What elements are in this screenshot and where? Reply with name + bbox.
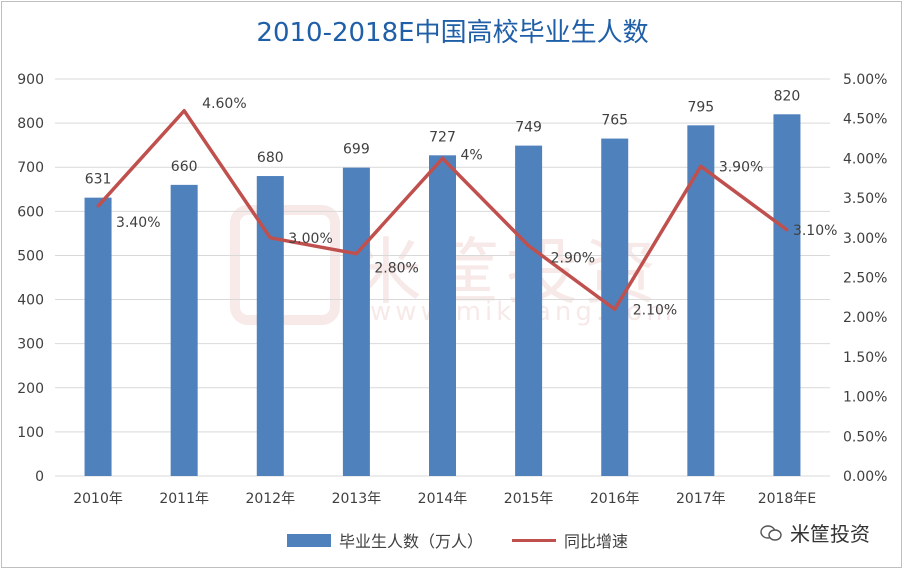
legend-line-label: 同比增速	[564, 532, 629, 551]
growth-point	[699, 164, 703, 168]
bar-value-label: 631	[85, 172, 112, 188]
x-tick-label: 2015年	[504, 491, 554, 507]
growth-value-label: 2.90%	[551, 251, 595, 267]
y-left-tick-label: 300	[17, 337, 44, 353]
y-right-tick-label: 4.00%	[843, 151, 887, 167]
y-right-tick-label: 4.50%	[843, 112, 887, 128]
x-tick-label: 2017年	[676, 491, 726, 507]
bar	[342, 167, 370, 476]
y-right-tick-label: 1.00%	[843, 390, 887, 406]
growth-value-label: 3.40%	[116, 215, 160, 231]
x-tick-label: 2013年	[332, 491, 382, 507]
growth-point	[785, 228, 789, 232]
chart-title: 2010-2018E中国高校毕业生人数	[256, 18, 649, 48]
growth-value-label: 4.60%	[202, 96, 246, 112]
bar-value-label: 749	[515, 120, 542, 136]
growth-value-label: 2.10%	[633, 302, 677, 318]
y-left-tick-label: 900	[17, 72, 44, 88]
growth-point	[268, 236, 272, 240]
y-right-tick-label: 1.50%	[843, 350, 887, 366]
y-left-tick-label: 100	[17, 425, 44, 441]
legend-bar-label: 毕业生人数（万人）	[339, 532, 484, 551]
bar-value-label: 765	[601, 113, 628, 129]
growth-point	[96, 204, 100, 208]
x-tick-label: 2014年	[418, 491, 468, 507]
bar-value-label: 795	[687, 99, 714, 115]
growth-point	[527, 244, 531, 248]
y-left-tick-label: 800	[17, 116, 44, 132]
bar	[84, 197, 112, 477]
y-left-tick-label: 400	[17, 293, 44, 309]
growth-point	[441, 156, 444, 160]
y-right-tick-label: 3.50%	[843, 191, 887, 207]
y-left-tick-label: 200	[17, 381, 44, 397]
bar-value-label: 680	[257, 150, 284, 166]
legend-bar-swatch	[287, 533, 331, 547]
y-right-tick-label: 5.00%	[843, 72, 887, 88]
y-left-tick-label: 700	[17, 160, 44, 176]
bar-value-label: 660	[171, 159, 198, 175]
bar-value-label: 699	[343, 142, 370, 158]
x-tick-label: 2010年	[73, 491, 123, 507]
y-right-tick-label: 3.00%	[843, 231, 887, 247]
y-right-tick-label: 0.50%	[843, 429, 887, 445]
bar	[773, 114, 801, 477]
growth-point	[354, 252, 358, 256]
y-left-tick-label: 600	[17, 204, 44, 220]
bar	[170, 184, 198, 476]
bar	[515, 145, 543, 476]
x-tick-label: 2016年	[590, 491, 640, 507]
x-tick-label: 2018年E	[758, 491, 816, 507]
growth-value-label: 3.10%	[793, 223, 837, 239]
legend-item-bars: 毕业生人数（万人）	[287, 528, 483, 552]
brand-name: 米筐投资	[790, 522, 870, 546]
x-tick-label: 2011年	[159, 491, 209, 507]
growth-point	[182, 109, 186, 113]
growth-point	[613, 307, 617, 311]
y-right-tick-label: 0.00%	[843, 469, 887, 485]
bar-value-label: 727	[429, 129, 456, 145]
growth-value-label: 3.00%	[288, 231, 332, 247]
y-right-tick-label: 2.00%	[843, 310, 887, 326]
y-right-tick-label: 2.50%	[843, 271, 887, 287]
bar	[687, 125, 715, 477]
brand: 米筐投资	[760, 518, 870, 547]
y-left-tick-label: 0	[35, 469, 44, 485]
growth-value-label: 3.90%	[719, 159, 763, 175]
growth-value-label: 4%	[461, 147, 483, 163]
x-tick-label: 2012年	[245, 491, 295, 507]
legend-line-swatch	[512, 538, 556, 542]
y-left-tick-label: 500	[17, 248, 44, 264]
growth-value-label: 2.80%	[374, 261, 418, 277]
legend-item-line: 同比增速	[512, 528, 628, 552]
bar-value-label: 820	[774, 88, 801, 104]
wechat-icon	[760, 524, 782, 541]
bar	[429, 155, 456, 476]
